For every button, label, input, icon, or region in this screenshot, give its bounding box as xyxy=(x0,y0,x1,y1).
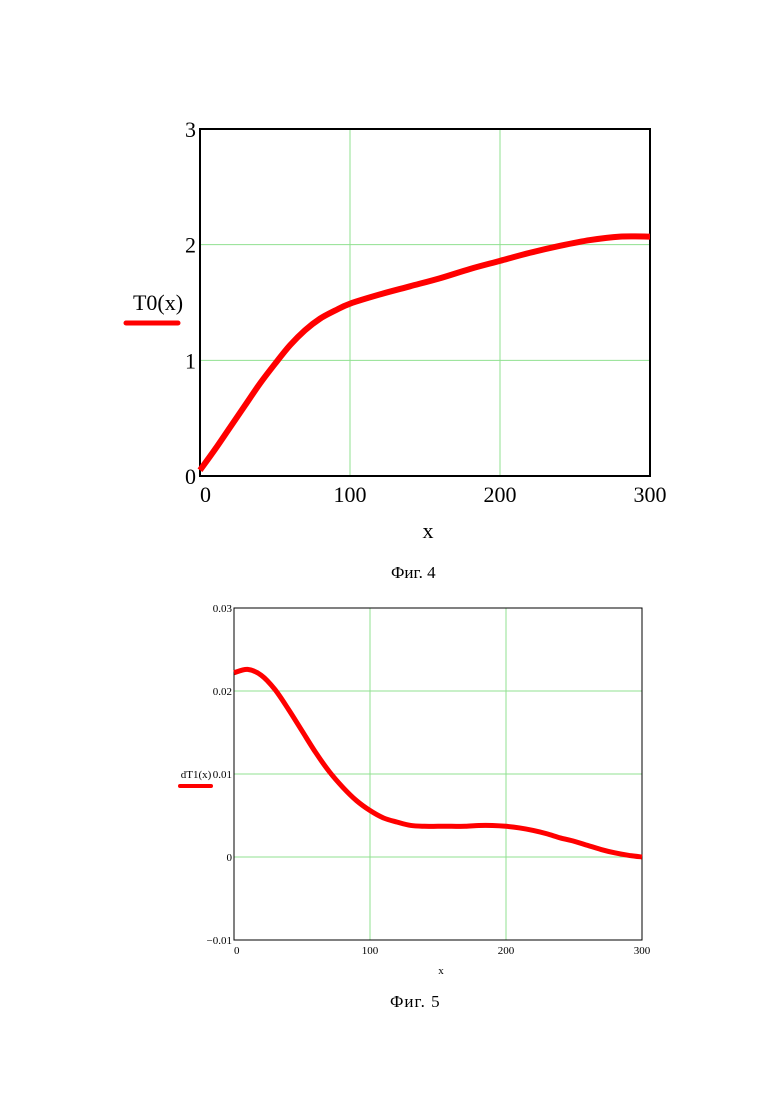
fig5-x-axis-label: x xyxy=(438,965,444,977)
fig5-y-tick-label: 0.01 xyxy=(213,769,232,781)
fig4-y-tick-label: 0 xyxy=(185,464,196,489)
figure-5-caption: Фиг. 5 xyxy=(390,992,441,1012)
fig5-x-tick-label: 100 xyxy=(362,945,379,957)
fig5-y-axis-label: dT1(x) xyxy=(181,769,212,781)
fig4-x-tick-label: 100 xyxy=(334,482,367,507)
fig5-x-tick-label: 0 xyxy=(234,945,240,957)
fig5-series-line xyxy=(234,669,642,857)
fig4-x-tick-label: 200 xyxy=(484,482,517,507)
fig4-y-tick-label: 1 xyxy=(185,348,196,373)
fig5-x-tick-label: 200 xyxy=(498,945,515,957)
fig5-y-tick-label: 0.02 xyxy=(213,686,232,698)
fig4-plot-frame xyxy=(200,129,650,476)
fig5-y-tick-label: −0.01 xyxy=(207,935,232,947)
fig5-x-tick-label: 300 xyxy=(634,945,651,957)
figure-4-caption: Фиг. 4 xyxy=(391,563,436,583)
fig4-x-axis-label: x xyxy=(423,518,434,543)
fig4-y-tick-label: 3 xyxy=(185,117,196,142)
fig4-x-tick-label: 0 xyxy=(200,482,211,507)
fig4-y-tick-label: 2 xyxy=(185,233,196,258)
fig4-y-axis-label: T0(x) xyxy=(133,290,183,315)
fig4-series-line xyxy=(200,236,650,470)
fig5-y-tick-label: 0.03 xyxy=(213,603,233,615)
fig5-y-tick-label: 0 xyxy=(227,852,233,864)
fig4-x-tick-label: 300 xyxy=(634,482,667,507)
